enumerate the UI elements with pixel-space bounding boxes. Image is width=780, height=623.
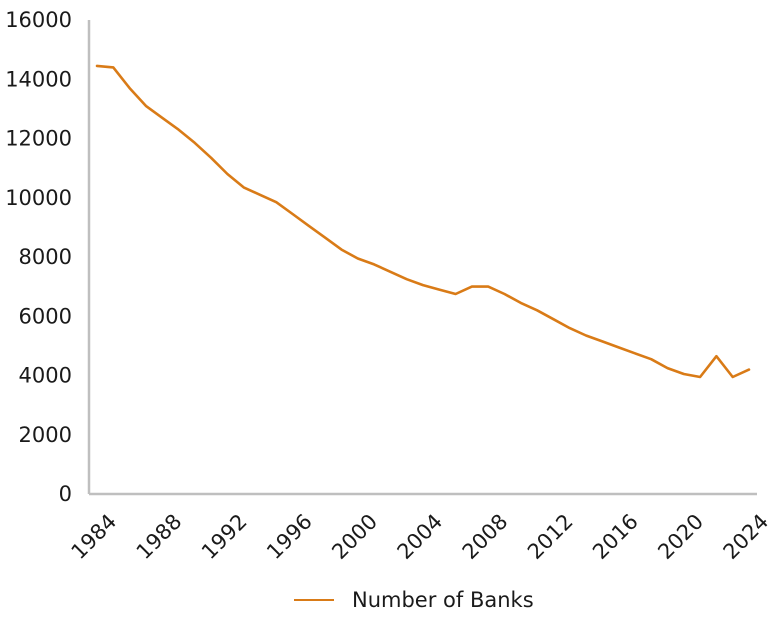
y-tick-label: 14000 [5,67,72,91]
y-tick-label: 12000 [5,127,72,151]
x-tick-label: 2004 [393,509,448,564]
x-tick-label: 1992 [197,509,252,564]
x-tick-labels: 1984 1988 1992 1996 2000 2004 2008 2012 2016 2020… [67,509,774,564]
y-tick-label: 4000 [19,364,72,388]
legend-label: Number of Banks [352,588,534,612]
y-tick-label: 0 [59,482,72,506]
x-tick-label: 1988 [132,509,187,564]
legend: Number of Banks [294,588,534,612]
x-tick-label: 2012 [523,509,578,564]
x-tick-label: 1984 [67,509,122,564]
legend-swatch [294,598,334,602]
x-tick-label: 2008 [458,509,513,564]
x-tick-label: 2000 [327,509,382,564]
x-tick-label: 1996 [262,509,317,564]
x-tick-label: 2024 [719,509,774,564]
y-tick-label: 16000 [5,8,72,32]
x-tick-label: 2016 [588,509,643,564]
y-tick-labels: 0 2000 4000 6000 8000 10000 12000 14000 16000 [5,8,72,506]
x-tick-label: 2020 [653,509,708,564]
y-tick-label: 2000 [19,423,72,447]
series-line-number-of-banks [95,64,751,379]
y-tick-label: 6000 [19,304,72,328]
y-tick-label: 10000 [5,186,72,210]
y-tick-label: 8000 [19,245,72,269]
